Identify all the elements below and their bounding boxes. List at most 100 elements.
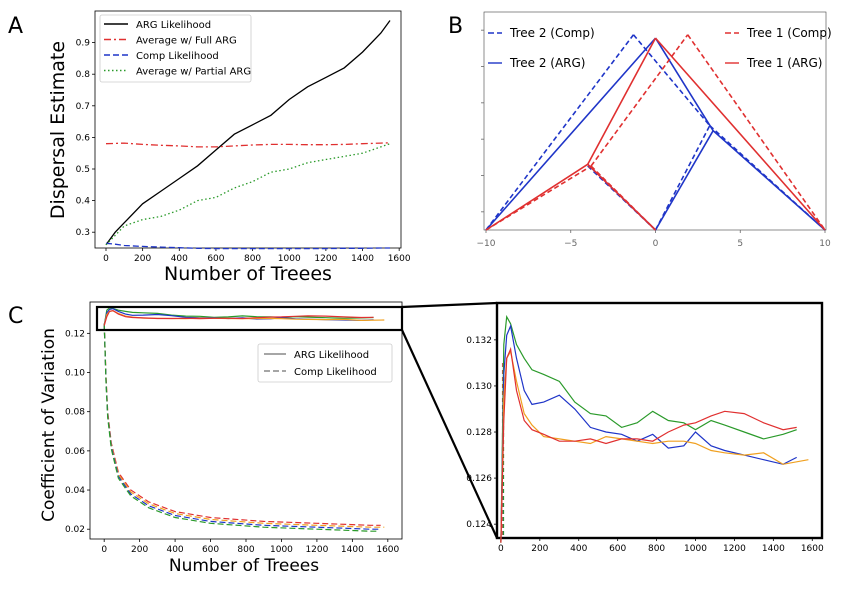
panel-a-series [105,20,391,250]
zoom-ytick-label: 0.128 [466,428,492,438]
zoom-arg-run-3 [500,349,809,543]
zoom-frame [495,301,824,540]
panel-c-ticks: 0 200 400 600 800 1000 1200 1400 1600 0.02 0.04 0.0… [65,329,400,555]
panel-b-series-2-segment [712,130,826,231]
panel-a-ytick-label: 0.3 [76,228,90,238]
panel-b-series-2-segment [654,130,714,231]
panel-c-frame [89,301,403,540]
panel-c-xtick-label: 0 [101,545,107,555]
panel-a-legend-label: Comp Likelihood [136,51,219,62]
zoom-ytick-label: 0.130 [466,382,492,392]
panel-b-series-4-segment [586,37,657,165]
panel-b-legend-label: Tree 2 (ARG) [509,56,585,70]
panel-a-legend-label: ARG Likelihood [136,20,211,31]
panel-a-ytick-label: 0.6 [76,133,91,143]
panel-c-chart: 0 200 400 600 800 1000 1200 1400 1600 0.02 0.04 0.0… [39,301,404,576]
panel-b-series-3-segment [590,34,689,167]
panel-c-comp-run-4 [103,323,378,532]
panel-c-xtick-label: 400 [166,545,183,555]
panel-a-legend: ARG Likelihood Average w/ Full ARG Comp Li… [99,14,252,83]
panel-a-xlabel: Number of Treees [164,263,332,285]
zoom-xtick-label: 200 [531,544,548,554]
zoom-xtick-label: 800 [648,544,665,554]
zoom-arg-run-2 [500,323,797,543]
zoom-highlight-box [95,305,404,332]
zoom-xtick-label: 1400 [762,544,785,554]
zoom-ytick-label: 0.132 [466,336,492,346]
panel-a-ytick-label: 0.9 [76,39,91,49]
panel-a-xtick-label: 800 [244,254,261,264]
panel-b-xtick-label: 0 [653,239,659,249]
panel-c-xtick-label: 600 [202,545,219,555]
panel-a-chart: 0 200 400 600 800 1000 1200 1400 1600 0.3 0.4 0.5 0.… [47,10,411,285]
zoom-ticks: 0 200 400 600 800 1000 1200 1400 1600 0.124 0.126 0… [466,336,824,554]
panel-a-ytick-label: 0.7 [76,102,90,112]
panel-c-ytick-label: 0.08 [65,408,85,418]
panel-a-xtick-label: 0 [103,254,109,264]
panel-b-legend-label: Tree 2 (Comp) [509,26,595,40]
zoom-xtick-label: 1600 [801,544,824,554]
panel-c-xtick-label: 1400 [341,545,364,555]
panel-a-frame [94,10,402,249]
panel-c-ylabel: Coefficient of Variation [39,328,59,522]
panel-a-legend-box [99,14,252,83]
panel-c-ytick-label: 0.02 [65,525,85,535]
panel-a-ylabel: Dispersal Estimate [47,41,69,219]
panel-b-series-4-segment [654,37,826,231]
zoom-ytick-label: 0.124 [466,520,492,530]
panel-c-legend-label: ARG Likelihood [294,350,369,361]
panel-a-ticks: 0 200 400 600 800 1000 1200 1400 1600 0.3 0.4 0.5 0.… [76,39,411,264]
panel-c-ytick-label: 0.10 [65,369,85,379]
panel-label-b: B [448,14,463,39]
zoom-arg-run-1 [500,314,797,543]
zoom-xtick-label: 400 [570,544,587,554]
panel-a-xtick-label: 1200 [314,254,337,264]
panel-a-xtick-label: 400 [171,254,188,264]
panel-c-series [103,307,385,532]
panel-b-series-4-segment [587,163,657,231]
panel-a-xtick-label: 1000 [278,254,301,264]
panel-a-legend-label: Average w/ Partial ARG [136,67,251,78]
panel-a-legend-label: Average w/ Full ARG [136,36,237,47]
zoom-xtick-label: 600 [609,544,626,554]
panel-c-xlabel: Number of Treees [169,556,319,576]
zoom-xtick-label: 1000 [684,544,707,554]
panel-c-xtick-label: 200 [131,545,148,555]
panel-a-series-1 [105,20,391,246]
zoom-ytick-label: 0.126 [466,474,492,484]
panel-c-legend-label: Comp Likelihood [294,367,377,378]
zoom-xtick-label: 0 [498,544,504,554]
panel-label-a: A [8,14,23,39]
panel-a-xtick-label: 1600 [388,254,411,264]
panel-b-legend-label: Tree 1 (ARG) [746,56,822,70]
panel-a-legend-entries: ARG Likelihood Average w/ Full ARG Comp Li… [104,20,251,78]
zoom-arg-run-4 [500,346,797,543]
panel-b-series-1-segment [654,125,711,231]
zoom-series [500,314,809,543]
panel-label-c: C [8,304,23,329]
panel-b-series-2-segment [485,37,657,231]
panel-c-zoom-chart: 0 200 400 600 800 1000 1200 1400 1600 0.124 0.126 0… [466,301,824,554]
panel-c-ytick-label: 0.04 [65,486,85,496]
panel-a-xtick-label: 200 [134,254,151,264]
panel-c-legend-entries: ARG Likelihood Comp Likelihood [264,350,377,378]
panel-c-arg-run-4 [103,309,374,326]
zoom-xtick-label: 1200 [723,544,746,554]
panel-b-xtick-label: 10 [819,239,831,249]
panel-a-ytick-label: 0.8 [76,70,91,80]
panel-b-series-2-segment [654,37,714,132]
panel-c-ytick-label: 0.12 [65,329,85,339]
panel-a-ytick-label: 0.5 [76,165,90,175]
panel-c-legend: ARG Likelihood Comp Likelihood [257,343,393,383]
zoom-connector-top [401,301,498,309]
panel-b-ticks: −10 −5 0 5 10 [477,29,831,249]
panel-b-legend-label: Tree 1 (Comp) [746,26,832,40]
panel-a-series-3 [105,242,390,250]
panel-c-xtick-label: 1200 [305,545,328,555]
panel-a-series-4 [105,143,391,246]
panel-c-comp-run-1 [103,323,381,526]
panel-b-legend: Tree 2 (Comp) Tree 2 (ARG) Tree 1 (Comp) Tr… [488,26,832,70]
panel-b-chart: −10 −5 0 5 10 Tree 2 (Comp)Tree 2 (ARG)Tree … [477,11,832,249]
panel-c-xtick-label: 1000 [270,545,293,555]
